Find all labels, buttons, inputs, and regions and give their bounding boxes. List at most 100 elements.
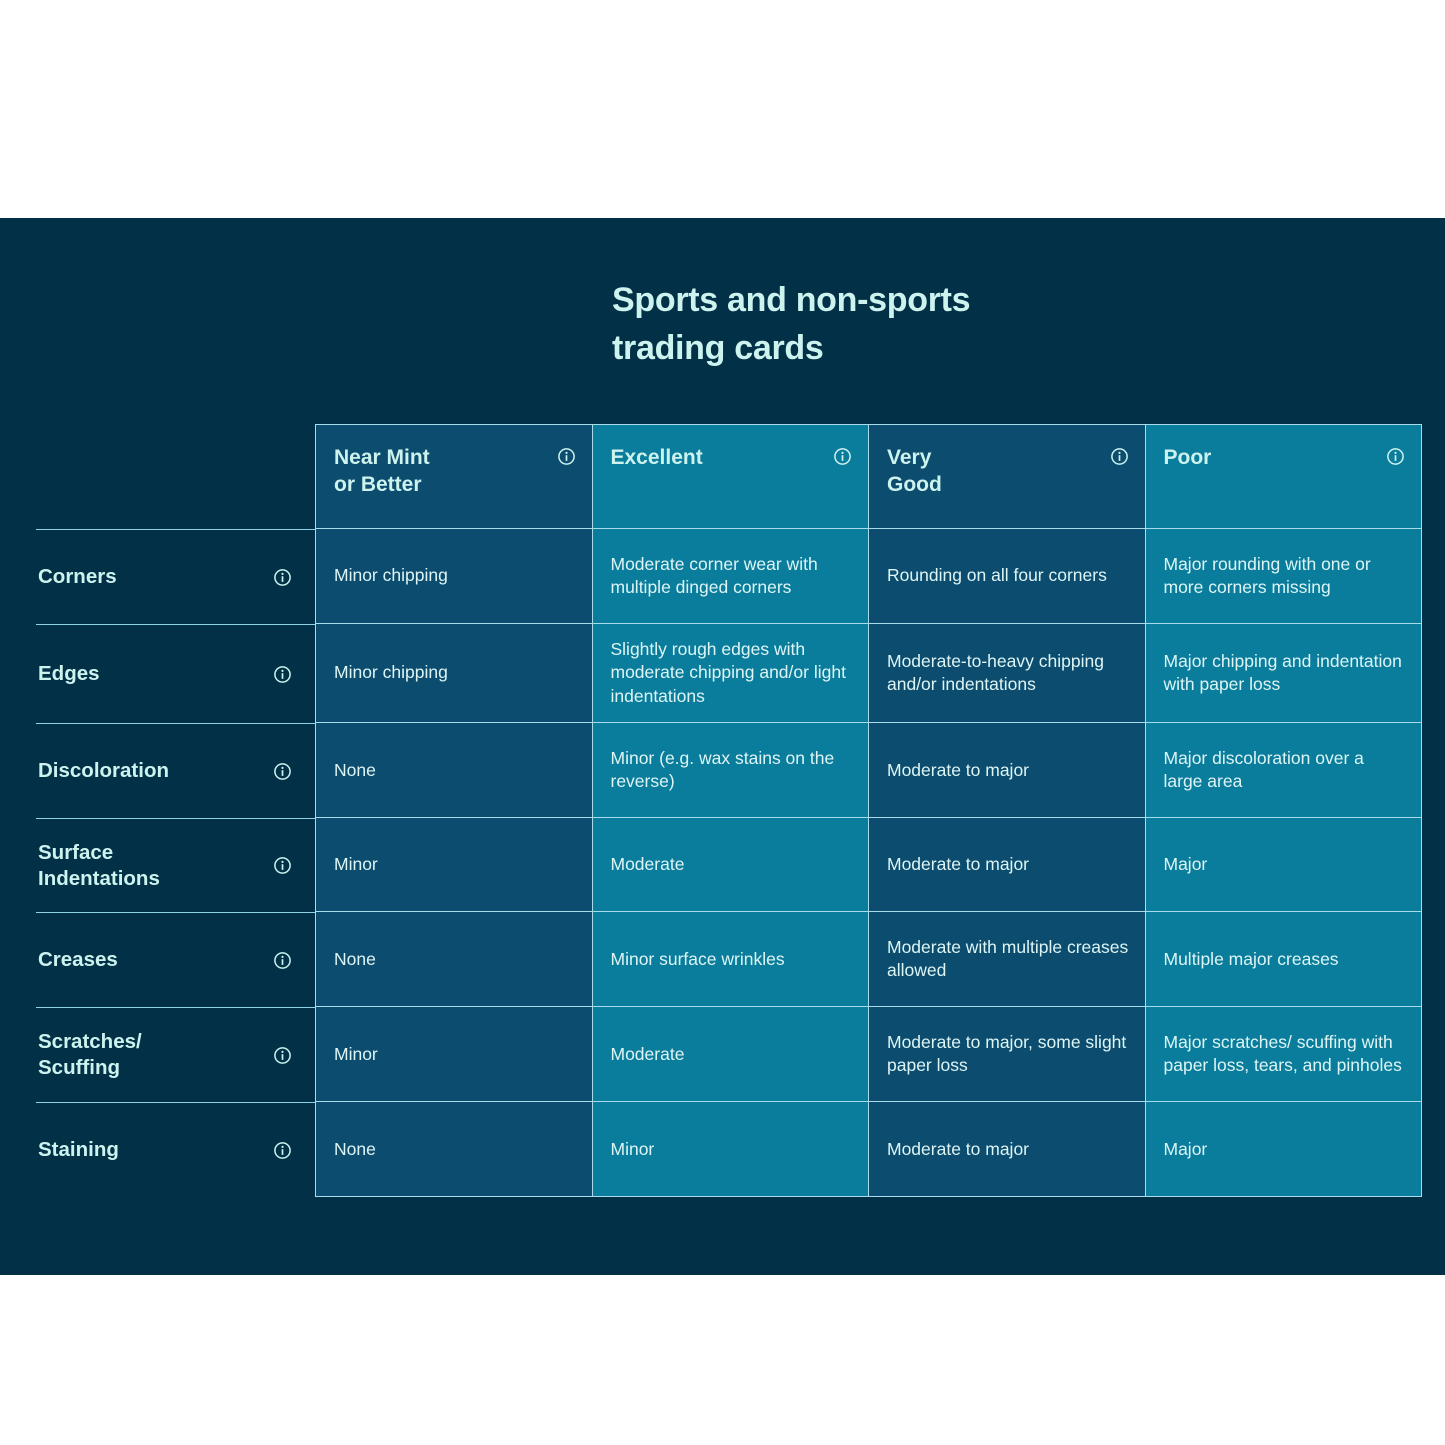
cell-text: Minor surface wrinkles	[610, 948, 785, 969]
cell-text: Minor chipping	[334, 565, 448, 586]
table-cell: Minor	[315, 817, 593, 913]
cell-text: Major discoloration over a large area	[1163, 747, 1364, 792]
table-cell: Rounding on all four corners	[868, 528, 1146, 624]
cell-text: Moderate to major	[887, 1138, 1030, 1159]
row-header-discoloration[interactable]: Discoloration	[36, 723, 316, 818]
row-header-label: Edges	[38, 662, 100, 686]
row-header-label: Discoloration	[38, 759, 169, 783]
table-cell: Moderate-to-heavy chipping and/or indent…	[868, 623, 1146, 724]
table-cell: Moderate with multiple creases allowed	[868, 911, 1146, 1008]
info-icon[interactable]	[273, 762, 292, 781]
header-corner-spacer	[36, 425, 316, 529]
cell-text: Multiple major creases	[1163, 948, 1339, 969]
table-cell: Major chipping and indentation with pape…	[1144, 623, 1422, 724]
table-row: Discoloration None Minor (e.g. wax stain…	[36, 722, 1426, 819]
cell-text: Moderate to major, some slight paper los…	[887, 1031, 1127, 1076]
table-cell: Minor (e.g. wax stains on the reverse)	[591, 722, 869, 819]
table-cell: None	[315, 1101, 593, 1198]
info-icon[interactable]	[273, 665, 292, 684]
table-cell: Major rounding with one or more corners …	[1144, 528, 1422, 624]
info-icon[interactable]	[273, 951, 292, 970]
info-icon[interactable]	[1110, 447, 1129, 466]
cell-text: Major rounding with one or more corners …	[1163, 553, 1371, 597]
table-cell: Major	[1144, 1101, 1422, 1198]
table-cell: Major	[1144, 817, 1422, 913]
table-row: Creases None Minor surface wrinkles Mode…	[36, 911, 1426, 1008]
column-header-label: Excellent	[610, 446, 703, 469]
row-header-staining[interactable]: Staining	[36, 1102, 316, 1197]
table-cell: Moderate	[591, 1006, 869, 1103]
cell-text: Moderate	[610, 854, 685, 875]
cell-text: Rounding on all four corners	[887, 565, 1107, 586]
row-header-label: Corners	[38, 564, 117, 588]
cell-text: Moderate-to-heavy chipping and/or indent…	[887, 650, 1104, 695]
table-cell: None	[315, 911, 593, 1008]
cell-text: Major	[1163, 1138, 1208, 1159]
row-header-label: Scratches/ Scuffing	[38, 1030, 142, 1080]
content-panel: Sports and non-sports trading cards Near…	[0, 218, 1445, 1275]
row-header-label: Creases	[38, 948, 118, 972]
cell-text: Moderate corner wear with multiple dinge…	[610, 553, 818, 597]
info-icon[interactable]	[1386, 447, 1405, 466]
row-header-surface-indentations[interactable]: Surface Indentations	[36, 818, 316, 912]
cell-text: None	[334, 1138, 376, 1159]
row-header-corners[interactable]: Corners	[36, 529, 316, 624]
table-cell: Minor surface wrinkles	[591, 911, 869, 1008]
table-cell: Minor chipping	[315, 623, 593, 724]
table-cell: Moderate corner wear with multiple dinge…	[591, 528, 869, 624]
cell-text: Moderate to major	[887, 759, 1030, 780]
cell-text: Major scratches/ scuffing with paper los…	[1163, 1031, 1402, 1076]
table-cell: Moderate to major, some slight paper los…	[868, 1006, 1146, 1103]
cell-text: Minor	[334, 854, 378, 875]
table-header-row: Near Mint or Better Excellent	[36, 424, 1426, 529]
table-row: Staining None Minor Moderate to major Ma…	[36, 1101, 1426, 1198]
info-icon[interactable]	[557, 447, 576, 466]
cell-text: Major	[1163, 854, 1208, 875]
page-title: Sports and non-sports trading cards	[612, 281, 971, 368]
row-header-label: Surface Indentations	[38, 840, 160, 890]
column-header-label: Near Mint or Better	[334, 446, 430, 496]
table-row: Edges Minor chipping Slightly rough edge…	[36, 623, 1426, 724]
table-row: Corners Minor chipping Moderate corner w…	[36, 528, 1426, 624]
cell-text: Minor chipping	[334, 662, 448, 683]
cell-text: Minor	[610, 1138, 655, 1159]
table-cell: Moderate to major	[868, 1101, 1146, 1198]
info-icon[interactable]	[273, 1046, 292, 1065]
table-cell: Moderate to major	[868, 722, 1146, 819]
table-cell: Multiple major creases	[1144, 911, 1422, 1008]
cell-text: Minor (e.g. wax stains on the reverse)	[610, 747, 835, 792]
info-icon[interactable]	[273, 1141, 292, 1160]
column-header-very-good[interactable]: Very Good	[868, 424, 1146, 529]
info-icon[interactable]	[273, 568, 292, 587]
row-header-scratches-scuffing[interactable]: Scratches/ Scuffing	[36, 1007, 316, 1102]
cell-text: Slightly rough edges with moderate chipp…	[610, 639, 846, 706]
cell-text: Moderate with multiple creases allowed	[887, 936, 1129, 981]
table-cell: Minor	[315, 1006, 593, 1103]
row-header-edges[interactable]: Edges	[36, 624, 316, 723]
table-cell: Slightly rough edges with moderate chipp…	[591, 623, 869, 724]
table-cell: Major discoloration over a large area	[1144, 722, 1422, 819]
column-header-excellent[interactable]: Excellent	[591, 424, 869, 529]
cell-text: Major chipping and indentation with pape…	[1163, 650, 1402, 695]
table-row: Surface Indentations Minor Moderate Mode…	[36, 817, 1426, 913]
cell-text: Minor	[334, 1043, 378, 1064]
column-header-poor[interactable]: Poor	[1144, 424, 1422, 529]
column-header-near-mint-or-better[interactable]: Near Mint or Better	[315, 424, 593, 529]
info-icon[interactable]	[833, 447, 852, 466]
cell-text: None	[334, 759, 376, 780]
cell-text: Moderate to major	[887, 854, 1030, 875]
info-icon[interactable]	[273, 856, 292, 875]
table-cell: Minor	[591, 1101, 869, 1198]
table-cell: Moderate	[591, 817, 869, 913]
table-cell: Major scratches/ scuffing with paper los…	[1144, 1006, 1422, 1103]
table-cell: Moderate to major	[868, 817, 1146, 913]
column-header-label: Poor	[1163, 446, 1212, 469]
column-header-label: Very Good	[887, 446, 942, 496]
grading-table: Near Mint or Better Excellent	[36, 424, 1426, 1198]
table-cell: None	[315, 722, 593, 819]
row-header-label: Staining	[38, 1138, 119, 1162]
table-cell: Minor chipping	[315, 528, 593, 624]
cell-text: None	[334, 948, 376, 969]
cell-text: Moderate	[610, 1043, 685, 1064]
row-header-creases[interactable]: Creases	[36, 912, 316, 1007]
